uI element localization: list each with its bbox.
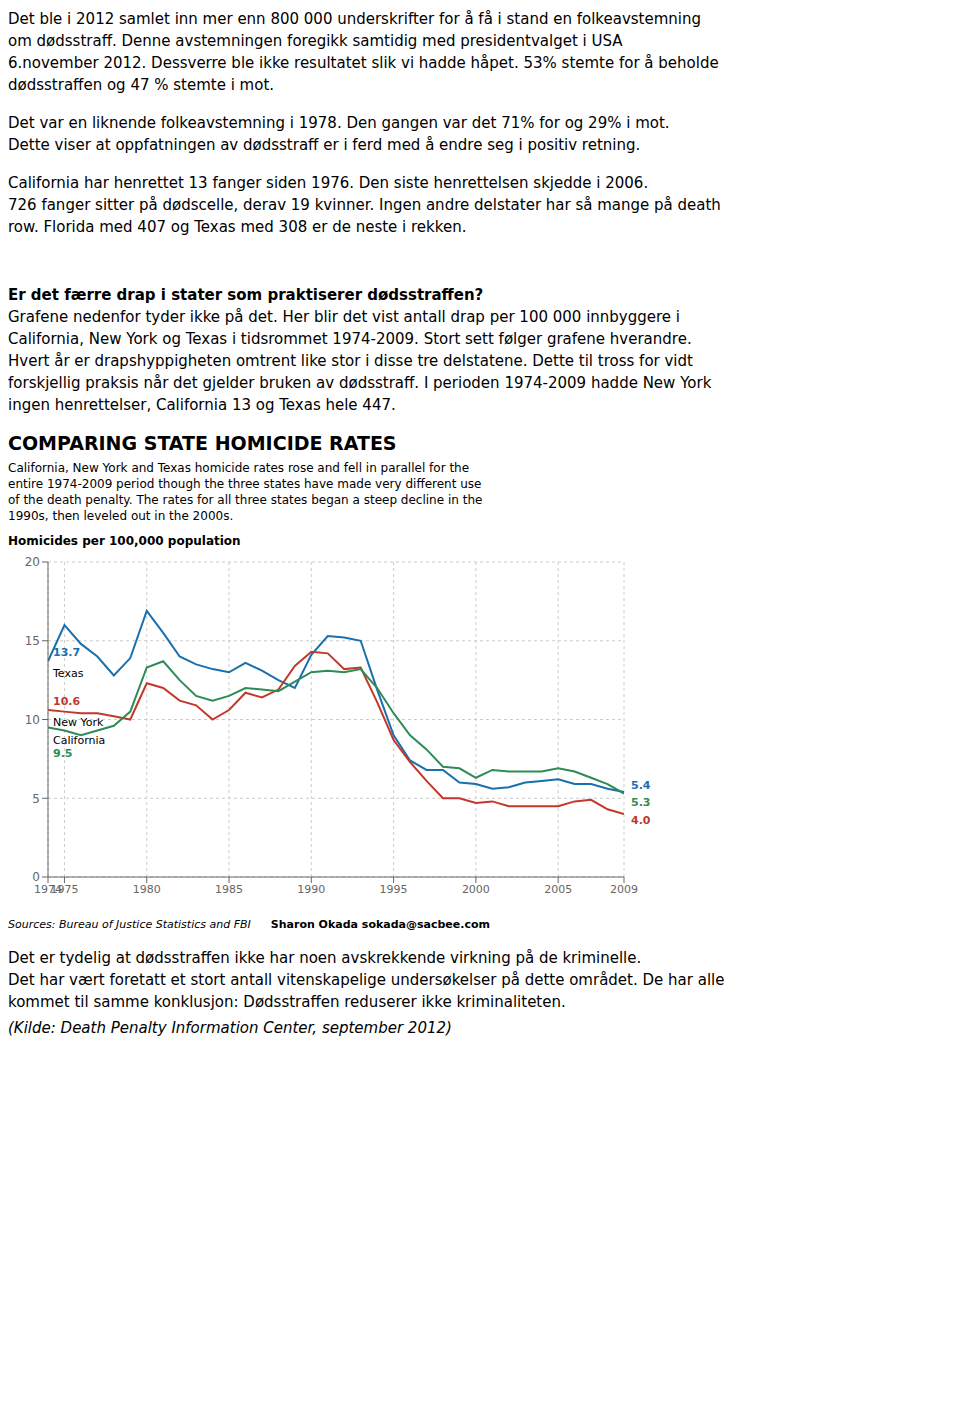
- html-text:Sources: Bureau of Justice Sta: Sources: Bureau of Justice Statistics an…: [8, 918, 251, 931]
- svg-text:2000: 2000: [462, 883, 490, 896]
- html-text:dødsstraffen og 47 % stemte i: dødsstraffen og 47 % stemte i mot.: [8, 76, 275, 94]
- html-text:Hvert år er drapshyppigheten o: Hvert år er drapshyppigheten omtrent lik…: [8, 352, 693, 370]
- html-text:Homicides per 100,000 populati: Homicides per 100,000 population: [8, 534, 241, 548]
- html-text:om dødsstraff. Denne avstemnin: om dødsstraff. Denne avstemningen foregi…: [8, 32, 623, 50]
- svg-text:13.7: 13.7: [53, 646, 80, 659]
- html-text:California, New York and Texas: California, New York and Texas homicide …: [8, 461, 470, 475]
- svg-text:1985: 1985: [215, 883, 243, 896]
- svg-text:4.0: 4.0: [631, 814, 651, 827]
- svg-text:1980: 1980: [133, 883, 161, 896]
- svg-text:1990: 1990: [297, 883, 325, 896]
- html-text:Det var en liknende folkeavste: Det var en liknende folkeavstemning i 19…: [8, 114, 670, 132]
- html-text:726 fanger sitter på dødscelle: 726 fanger sitter på dødscelle, derav 19…: [8, 196, 721, 214]
- svg-text:1995: 1995: [380, 883, 408, 896]
- svg-text:5.3: 5.3: [631, 796, 651, 809]
- html-text:Det ble i 2012 samlet inn mer: Det ble i 2012 samlet inn mer enn 800 00…: [8, 10, 701, 28]
- html-text:6.november 2012. Dessverre ble: 6.november 2012. Dessverre ble ikke resu…: [8, 54, 719, 72]
- svg-text:1975: 1975: [50, 883, 78, 896]
- html-text:row. Florida med 407 og Texas: row. Florida med 407 og Texas med 308 er…: [8, 218, 467, 236]
- html-text:Dette viser at oppfatningen av: Dette viser at oppfatningen av dødsstraf…: [8, 136, 641, 154]
- html-text:Grafene nedenfor tyder ikke på: Grafene nedenfor tyder ikke på det. Her …: [8, 308, 680, 326]
- svg-text:2009: 2009: [610, 883, 638, 896]
- svg-text:California: California: [53, 734, 105, 747]
- svg-text:2005: 2005: [544, 883, 572, 896]
- html-text:Er det færre drap i stater som: Er det færre drap i stater som praktiser…: [8, 286, 484, 304]
- html-text:ingen henrettelser, California: ingen henrettelser, California 13 og Tex…: [8, 396, 396, 414]
- html-text:Sharon Okada sokada@sacbee.com: Sharon Okada sokada@sacbee.com: [270, 918, 490, 931]
- html-text:(Kilde: Death Penalty Informat: (Kilde: Death Penalty Information Center…: [8, 1019, 452, 1037]
- html-text:forskjellig praksis når det gj: forskjellig praksis når det gjelder bruk…: [8, 374, 712, 392]
- html-text:kommet til samme konklusjon: D: kommet til samme konklusjon: Dødsstraffe…: [8, 993, 566, 1011]
- svg-text:15: 15: [25, 634, 40, 648]
- svg-text:5: 5: [32, 792, 40, 806]
- svg-text:New York: New York: [53, 716, 104, 729]
- html-text:COMPARING STATE HOMICIDE RATES: COMPARING STATE HOMICIDE RATES: [8, 432, 397, 454]
- svg-text:20: 20: [25, 555, 40, 569]
- html-text:of the death penalty. The rate: of the death penalty. The rates for all …: [8, 493, 483, 507]
- html-text:Det er tydelig at dødsstraffen: Det er tydelig at dødsstraffen ikke har …: [8, 949, 642, 967]
- svg-text:9.5: 9.5: [53, 747, 73, 760]
- html-text:Det har vært foretatt et stort: Det har vært foretatt et stort antall vi…: [8, 971, 725, 989]
- html-text:California har henrettet 13 fa: California har henrettet 13 fanger siden…: [8, 174, 649, 192]
- html-text:1990s, then leveled out in the: 1990s, then leveled out in the 2000s.: [8, 509, 234, 523]
- svg-text:0: 0: [32, 870, 40, 884]
- svg-text:Texas: Texas: [52, 667, 84, 680]
- svg-text:5.4: 5.4: [631, 779, 651, 792]
- html-text:entire 1974-2009 period though: entire 1974-2009 period though the three…: [8, 477, 482, 491]
- html-text:California, New York og Texas: California, New York og Texas i tidsromm…: [8, 330, 692, 348]
- svg-text:10.6: 10.6: [53, 695, 80, 708]
- svg-text:1974: 1974: [34, 882, 62, 896]
- svg-text:10: 10: [25, 713, 40, 727]
